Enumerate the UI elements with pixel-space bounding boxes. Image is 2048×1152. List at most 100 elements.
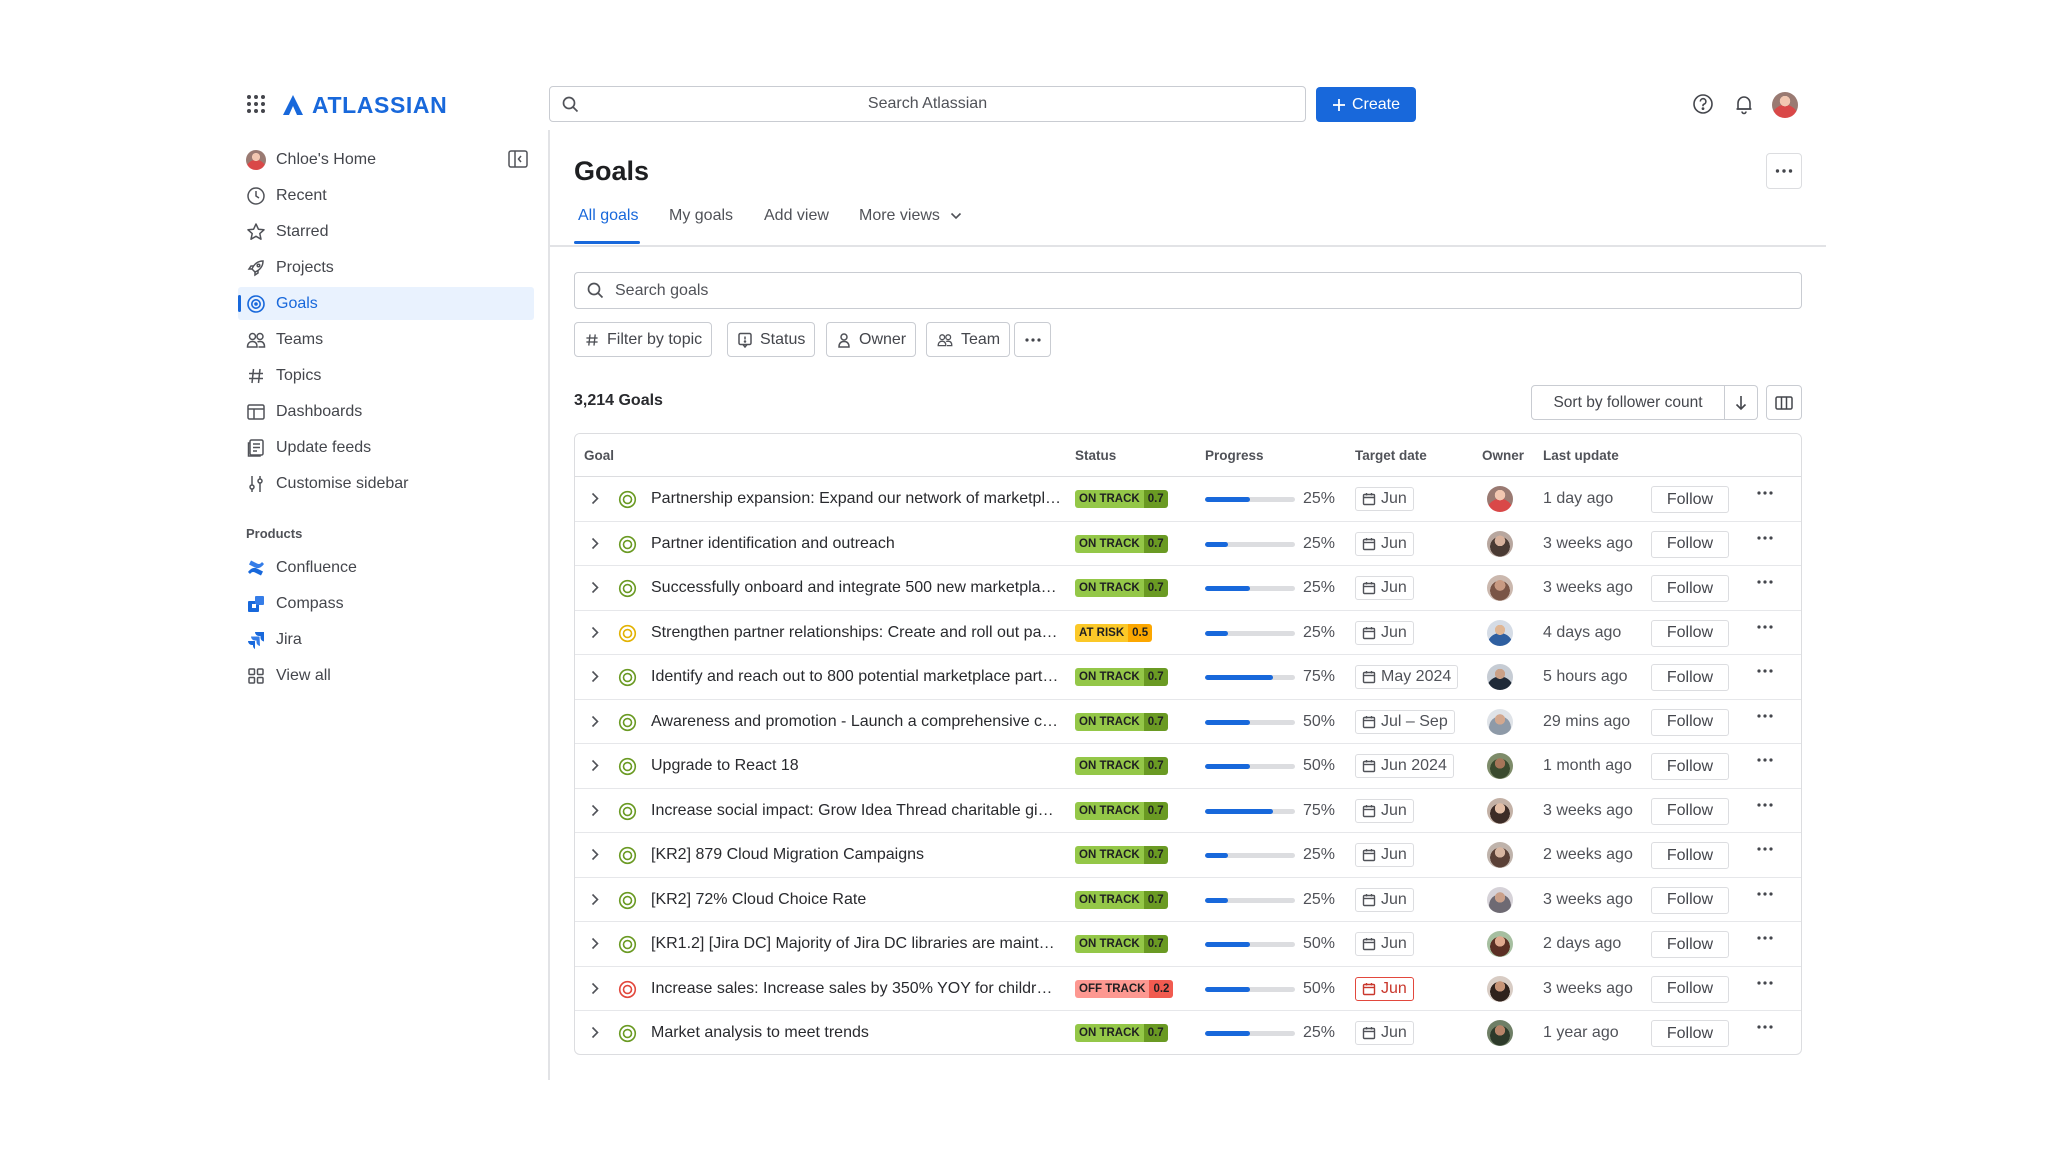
- goal-name[interactable]: Strengthen partner relationships: Create…: [651, 623, 1061, 641]
- sort-button[interactable]: Sort by follower count: [1531, 385, 1725, 420]
- sidebar-item-dashboards[interactable]: Dashboards: [238, 395, 534, 428]
- notifications-icon[interactable]: [1733, 93, 1755, 115]
- table-row[interactable]: Strengthen partner relationships: Create…: [575, 611, 1801, 655]
- follow-button[interactable]: Follow: [1651, 797, 1729, 825]
- sidebar-product-jira[interactable]: Jira: [238, 623, 534, 656]
- target-date-chip[interactable]: Jul – Sep: [1355, 709, 1455, 734]
- app-switcher-icon[interactable]: [246, 94, 266, 114]
- sidebar-item-goals[interactable]: Goals: [238, 287, 534, 320]
- follow-button[interactable]: Follow: [1651, 931, 1729, 958]
- table-row[interactable]: Partnership expansion: Expand our networ…: [575, 477, 1801, 522]
- goal-name[interactable]: Successfully onboard and integrate 500 n…: [651, 579, 1061, 596]
- target-date-chip[interactable]: Jun: [1355, 843, 1414, 867]
- collapse-sidebar-icon[interactable]: [508, 150, 528, 168]
- filter-status-button[interactable]: Status: [727, 322, 816, 357]
- follow-button[interactable]: Follow: [1651, 664, 1729, 691]
- more-icon[interactable]: [1757, 1025, 1773, 1029]
- table-row[interactable]: Awareness and promotion - Launch a compr…: [575, 700, 1801, 744]
- more-icon[interactable]: [1757, 891, 1773, 896]
- sidebar-item-customise[interactable]: Customise sidebar: [238, 467, 534, 500]
- chevron-right-icon[interactable]: [591, 982, 599, 995]
- sidebar-item-projects[interactable]: Projects: [238, 251, 534, 284]
- follow-button[interactable]: Follow: [1651, 619, 1729, 647]
- table-row[interactable]: Market analysis to meet trends ON TRACK 0.…: [575, 1011, 1801, 1054]
- avatar[interactable]: [1487, 1020, 1513, 1046]
- column-header-last-update[interactable]: Last update: [1543, 448, 1619, 463]
- avatar[interactable]: [1487, 619, 1513, 646]
- more-icon[interactable]: [1757, 580, 1773, 584]
- chevron-right-icon[interactable]: [591, 492, 599, 505]
- chevron-right-icon[interactable]: [591, 937, 599, 950]
- more-icon[interactable]: [1757, 669, 1773, 673]
- goal-name[interactable]: Market analysis to meet trends: [651, 1024, 869, 1041]
- target-date-chip[interactable]: Jun: [1355, 487, 1414, 511]
- column-header-status[interactable]: Status: [1075, 448, 1117, 463]
- column-header-target-date[interactable]: Target date: [1355, 448, 1427, 463]
- target-date-chip[interactable]: May 2024: [1355, 665, 1459, 689]
- sort-direction-button[interactable]: [1724, 385, 1758, 420]
- avatar[interactable]: [1487, 931, 1513, 957]
- table-row[interactable]: [KR2] 72% Cloud Choice Rate ON TRACK 0.7 25…: [575, 878, 1801, 922]
- tab-all-goals[interactable]: All goals: [578, 207, 639, 224]
- more-icon[interactable]: [1757, 713, 1773, 718]
- sidebar-item-teams[interactable]: Teams: [238, 323, 534, 356]
- table-row[interactable]: Upgrade to React 18 ON TRACK 0.7 50% Jun 202…: [575, 744, 1801, 789]
- chevron-right-icon[interactable]: [591, 626, 599, 639]
- sidebar-product-compass[interactable]: Compass: [238, 587, 534, 620]
- target-date-chip[interactable]: Jun 2024: [1355, 754, 1454, 778]
- avatar[interactable]: [1487, 797, 1513, 824]
- chevron-right-icon[interactable]: [591, 537, 599, 550]
- sidebar-product-view-all[interactable]: View all: [238, 659, 534, 692]
- avatar[interactable]: [1487, 664, 1513, 690]
- goal-name[interactable]: Increase social impact: Grow Idea Thread…: [651, 801, 1061, 819]
- target-date-chip[interactable]: Jun: [1355, 576, 1414, 600]
- target-date-chip[interactable]: Jun: [1355, 798, 1414, 823]
- tab-my-goals[interactable]: My goals: [669, 207, 734, 224]
- more-filters-button[interactable]: [1014, 322, 1051, 357]
- table-row[interactable]: Increase social impact: Grow Idea Thread…: [575, 789, 1801, 833]
- follow-button[interactable]: Follow: [1651, 886, 1729, 914]
- goal-name[interactable]: Identify and reach out to 800 potential …: [651, 668, 1061, 685]
- chevron-right-icon[interactable]: [591, 759, 599, 772]
- chevron-right-icon[interactable]: [591, 804, 599, 817]
- table-row[interactable]: Successfully onboard and integrate 500 n…: [575, 566, 1801, 611]
- follow-button[interactable]: Follow: [1651, 708, 1729, 736]
- atlassian-logo[interactable]: ATLASSIAN: [282, 92, 447, 118]
- more-icon[interactable]: [1757, 535, 1773, 540]
- table-row[interactable]: [KR1.2] [Jira DC] Majority of Jira DC li…: [575, 922, 1801, 967]
- table-row[interactable]: Increase sales: Increase sales by 350% Y…: [575, 967, 1801, 1011]
- profile-avatar[interactable]: [1772, 92, 1798, 118]
- avatar[interactable]: [1487, 530, 1513, 557]
- avatar[interactable]: [1487, 975, 1513, 1002]
- goal-name[interactable]: Increase sales: Increase sales by 350% Y…: [651, 979, 1061, 997]
- column-header-goal[interactable]: Goal: [584, 448, 615, 463]
- search-goals-input[interactable]: Search goals: [574, 272, 1802, 309]
- follow-button[interactable]: Follow: [1651, 575, 1729, 602]
- create-button[interactable]: Create: [1316, 87, 1416, 122]
- chevron-right-icon[interactable]: [591, 848, 599, 861]
- global-search-input[interactable]: Search Atlassian: [549, 86, 1306, 122]
- target-date-chip[interactable]: Jun: [1355, 887, 1414, 912]
- tab-more-views[interactable]: More views: [859, 207, 962, 225]
- sidebar-item-topics[interactable]: Topics: [238, 359, 534, 392]
- table-row[interactable]: Identify and reach out to 800 potential …: [575, 655, 1801, 700]
- follow-button[interactable]: Follow: [1651, 753, 1729, 780]
- goal-name[interactable]: Upgrade to React 18: [651, 757, 799, 774]
- table-row[interactable]: [KR2] 879 Cloud Migration Campaigns ON TR…: [575, 833, 1801, 878]
- avatar[interactable]: [1487, 842, 1513, 868]
- filter-by-topic-button[interactable]: Filter by topic: [574, 322, 713, 357]
- help-icon[interactable]: [1692, 93, 1714, 115]
- chevron-right-icon[interactable]: [591, 893, 599, 906]
- sidebar-item-recent[interactable]: Recent: [238, 179, 534, 212]
- chevron-right-icon[interactable]: [591, 1026, 599, 1039]
- follow-button[interactable]: Follow: [1651, 486, 1729, 513]
- follow-button[interactable]: Follow: [1651, 842, 1729, 869]
- avatar[interactable]: [1487, 753, 1513, 779]
- goal-name[interactable]: [KR2] 879 Cloud Migration Campaigns: [651, 846, 925, 863]
- more-icon[interactable]: [1757, 936, 1773, 940]
- more-icon[interactable]: [1757, 758, 1773, 762]
- goal-name[interactable]: [KR1.2] [Jira DC] Majority of Jira DC li…: [651, 935, 1061, 952]
- sidebar-item-update-feeds[interactable]: Update feeds: [238, 431, 534, 464]
- filter-team-button[interactable]: Team: [926, 322, 1011, 357]
- avatar[interactable]: [1487, 575, 1513, 601]
